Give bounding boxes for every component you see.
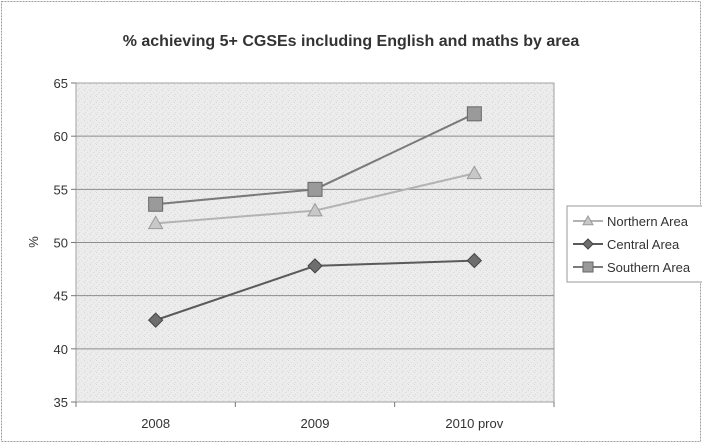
- chart-title: % achieving 5+ CGSEs including English a…: [123, 33, 580, 50]
- y-tick-label: 55: [54, 182, 68, 197]
- legend: Northern Area Central Area Southern Area: [567, 206, 702, 282]
- y-tick-label: 50: [54, 236, 68, 251]
- legend-marker: [583, 262, 593, 272]
- y-tick-label: 65: [54, 76, 68, 91]
- legend-label: Southern Area: [607, 260, 691, 275]
- x-tick-label: 2008: [141, 416, 170, 431]
- legend-label: Central Area: [607, 237, 680, 252]
- y-tick-label: 45: [54, 289, 68, 304]
- y-tick-label: 60: [54, 129, 68, 144]
- data-point: [467, 107, 481, 121]
- data-point: [308, 182, 322, 196]
- data-point: [149, 197, 163, 211]
- y-axis-label: %: [26, 236, 41, 248]
- y-tick-label: 40: [54, 342, 68, 357]
- x-tick-label: 2009: [301, 416, 330, 431]
- legend-label: Northern Area: [607, 214, 689, 229]
- x-tick-label: 2010 prov: [445, 416, 503, 431]
- y-tick-label: 35: [54, 395, 68, 410]
